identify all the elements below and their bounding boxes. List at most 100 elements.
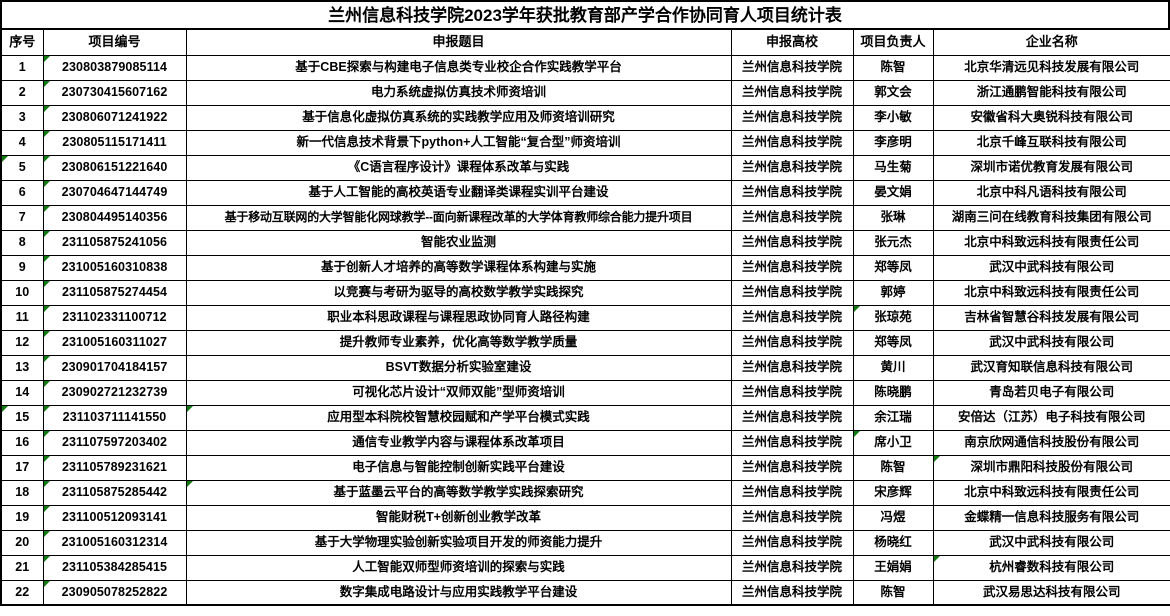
cell-school[interactable]: 兰州信息科技学院 <box>730 104 854 131</box>
cell-title[interactable]: 基于大学物理实验创新实验项目开发的师资能力提升 <box>185 529 732 556</box>
cell-code[interactable]: 231107597203402 <box>42 429 187 456</box>
cell-code[interactable]: 231005160310838 <box>42 254 187 281</box>
cell-title[interactable]: 可视化芯片设计“双师双能”型师资培训 <box>185 379 732 406</box>
cell-company[interactable]: 北京中科致远科技有限责任公司 <box>932 229 1170 256</box>
cell-leader[interactable]: 郭文会 <box>852 79 934 106</box>
cell-title[interactable]: 基于创新人才培养的高等数学课程体系构建与实施 <box>185 254 732 281</box>
cell-seq[interactable]: 17 <box>0 454 44 481</box>
cell-title[interactable]: 职业本科思政课程与课程思政协同育人路径构建 <box>185 304 732 331</box>
cell-company[interactable]: 吉林省智慧谷科技发展有限公司 <box>932 304 1170 331</box>
cell-school[interactable]: 兰州信息科技学院 <box>730 504 854 531</box>
cell-school[interactable]: 兰州信息科技学院 <box>730 179 854 206</box>
cell-code[interactable]: 230803879085114 <box>42 54 187 81</box>
cell-seq[interactable]: 6 <box>0 179 44 206</box>
cell-company[interactable]: 青岛若贝电子有限公司 <box>932 379 1170 406</box>
cell-title[interactable]: 提升教师专业素养，优化高等数学教学质量 <box>185 329 732 356</box>
cell-leader[interactable]: 席小卫 <box>852 429 934 456</box>
cell-leader[interactable]: 宋彦辉 <box>852 479 934 506</box>
cell-leader[interactable]: 陈智 <box>852 54 934 81</box>
cell-school[interactable]: 兰州信息科技学院 <box>730 79 854 106</box>
cell-company[interactable]: 武汉中武科技有限公司 <box>932 329 1170 356</box>
cell-school[interactable]: 兰州信息科技学院 <box>730 304 854 331</box>
cell-seq[interactable]: 21 <box>0 554 44 581</box>
cell-title[interactable]: 人工智能双师型师资培训的探索与实践 <box>185 554 732 581</box>
cell-company[interactable]: 武汉育知联信息科技有限公司 <box>932 354 1170 381</box>
cell-school[interactable]: 兰州信息科技学院 <box>730 154 854 181</box>
cell-leader[interactable]: 张琳 <box>852 204 934 231</box>
cell-title[interactable]: 应用型本科院校智慧校园赋和产学平台模式实践 <box>185 404 732 431</box>
cell-title[interactable]: 智能财税T+创新创业教学改革 <box>185 504 732 531</box>
column-header-school[interactable]: 申报高校 <box>730 28 854 56</box>
cell-title[interactable]: 电力系统虚拟仿真技术师资培训 <box>185 79 732 106</box>
column-header-title[interactable]: 申报题目 <box>185 28 732 56</box>
cell-seq[interactable]: 19 <box>0 504 44 531</box>
cell-company[interactable]: 杭州睿数科技有限公司 <box>932 554 1170 581</box>
cell-code[interactable]: 231005160312314 <box>42 529 187 556</box>
cell-company[interactable]: 武汉中武科技有限公司 <box>932 254 1170 281</box>
cell-company[interactable]: 金蝶精一信息科技服务有限公司 <box>932 504 1170 531</box>
cell-company[interactable]: 安徽省科大奥锐科技有限公司 <box>932 104 1170 131</box>
cell-leader[interactable]: 杨晓红 <box>852 529 934 556</box>
cell-code[interactable]: 231105789231621 <box>42 454 187 481</box>
cell-code[interactable]: 231100512093141 <box>42 504 187 531</box>
cell-school[interactable]: 兰州信息科技学院 <box>730 479 854 506</box>
cell-leader[interactable]: 张琼苑 <box>852 304 934 331</box>
cell-code[interactable]: 230806151221640 <box>42 154 187 181</box>
cell-code[interactable]: 231102331100712 <box>42 304 187 331</box>
cell-seq[interactable]: 15 <box>0 404 44 431</box>
cell-seq[interactable]: 20 <box>0 529 44 556</box>
cell-leader[interactable]: 陈智 <box>852 579 934 606</box>
cell-leader[interactable]: 马生菊 <box>852 154 934 181</box>
cell-company[interactable]: 浙江通鹏智能科技有限公司 <box>932 79 1170 106</box>
cell-school[interactable]: 兰州信息科技学院 <box>730 204 854 231</box>
cell-seq[interactable]: 11 <box>0 304 44 331</box>
cell-school[interactable]: 兰州信息科技学院 <box>730 279 854 306</box>
cell-seq[interactable]: 18 <box>0 479 44 506</box>
cell-seq[interactable]: 22 <box>0 579 44 606</box>
cell-code[interactable]: 230704647144749 <box>42 179 187 206</box>
cell-school[interactable]: 兰州信息科技学院 <box>730 404 854 431</box>
cell-school[interactable]: 兰州信息科技学院 <box>730 129 854 156</box>
cell-title[interactable]: 智能农业监测 <box>185 229 732 256</box>
cell-leader[interactable]: 陈智 <box>852 454 934 481</box>
cell-title[interactable]: 基于蓝墨云平台的高等数学教学实践探索研究 <box>185 479 732 506</box>
cell-school[interactable]: 兰州信息科技学院 <box>730 554 854 581</box>
cell-title[interactable]: 电子信息与智能控制创新实践平台建设 <box>185 454 732 481</box>
cell-code[interactable]: 230902721232739 <box>42 379 187 406</box>
cell-title[interactable]: 基于信息化虚拟仿真系统的实践教学应用及师资培训研究 <box>185 104 732 131</box>
cell-company[interactable]: 深圳市鼎阳科技股份有限公司 <box>932 454 1170 481</box>
cell-company[interactable]: 北京中科致远科技有限责任公司 <box>932 479 1170 506</box>
cell-seq[interactable]: 2 <box>0 79 44 106</box>
cell-company[interactable]: 北京中科凡语科技有限公司 <box>932 179 1170 206</box>
cell-title[interactable]: 新一代信息技术背景下python+人工智能“复合型”师资培训 <box>185 129 732 156</box>
cell-leader[interactable]: 晏文娟 <box>852 179 934 206</box>
cell-company[interactable]: 北京千峰互联科技有限公司 <box>932 129 1170 156</box>
cell-code[interactable]: 231105384285415 <box>42 554 187 581</box>
cell-seq[interactable]: 8 <box>0 229 44 256</box>
cell-school[interactable]: 兰州信息科技学院 <box>730 329 854 356</box>
cell-code[interactable]: 230905078252822 <box>42 579 187 606</box>
cell-leader[interactable]: 黄川 <box>852 354 934 381</box>
cell-code[interactable]: 231105875285442 <box>42 479 187 506</box>
cell-leader[interactable]: 李彦明 <box>852 129 934 156</box>
cell-title[interactable]: 通信专业教学内容与课程体系改革项目 <box>185 429 732 456</box>
cell-seq[interactable]: 5 <box>0 154 44 181</box>
cell-leader[interactable]: 张元杰 <box>852 229 934 256</box>
cell-company[interactable]: 武汉中武科技有限公司 <box>932 529 1170 556</box>
cell-school[interactable]: 兰州信息科技学院 <box>730 54 854 81</box>
cell-company[interactable]: 南京欣网通信科技股份有限公司 <box>932 429 1170 456</box>
cell-code[interactable]: 230806071241922 <box>42 104 187 131</box>
cell-seq[interactable]: 16 <box>0 429 44 456</box>
cell-school[interactable]: 兰州信息科技学院 <box>730 354 854 381</box>
cell-code[interactable]: 230804495140356 <box>42 204 187 231</box>
cell-school[interactable]: 兰州信息科技学院 <box>730 379 854 406</box>
column-header-company[interactable]: 企业名称 <box>932 28 1170 56</box>
cell-leader[interactable]: 余江瑞 <box>852 404 934 431</box>
cell-code[interactable]: 230901704184157 <box>42 354 187 381</box>
cell-school[interactable]: 兰州信息科技学院 <box>730 429 854 456</box>
cell-leader[interactable]: 冯煜 <box>852 504 934 531</box>
cell-title[interactable]: 基于CBE探索与构建电子信息类专业校企合作实践教学平台 <box>185 54 732 81</box>
cell-company[interactable]: 湖南三问在线教育科技集团有限公司 <box>932 204 1170 231</box>
cell-leader[interactable]: 郭婷 <box>852 279 934 306</box>
column-header-seq[interactable]: 序号 <box>0 28 44 56</box>
